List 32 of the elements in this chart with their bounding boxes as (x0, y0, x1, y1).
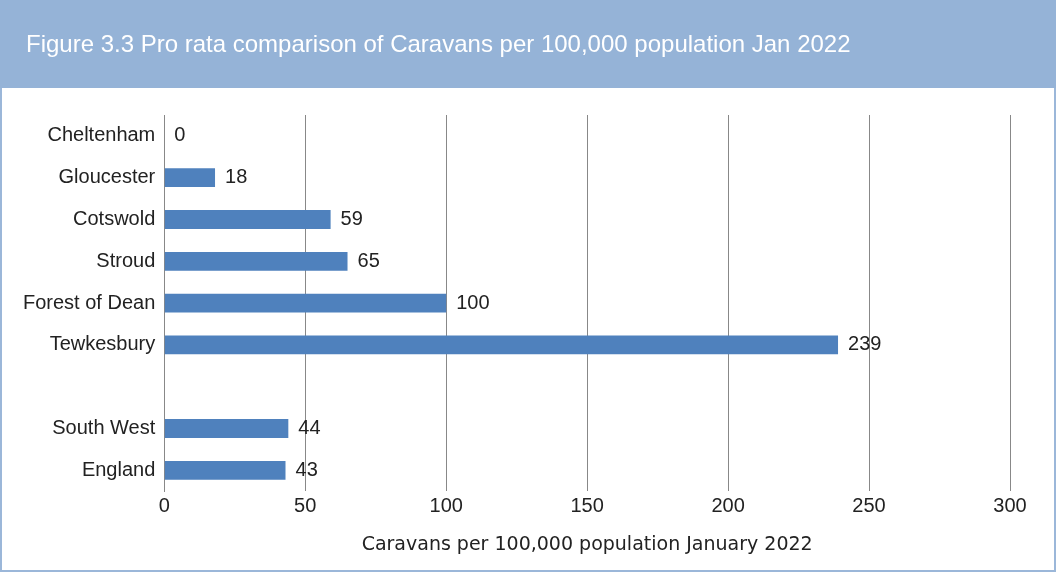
data-label: 65 (357, 248, 380, 271)
bar (164, 460, 286, 480)
data-label: 43 (295, 457, 318, 480)
y-tick-label: Cotswold (73, 207, 156, 230)
x-tick-label: 50 (294, 493, 317, 516)
x-tick-label: 300 (993, 493, 1027, 516)
bar (164, 419, 289, 438)
y-tick-label: Cheltenham (47, 123, 156, 146)
data-label: 239 (848, 332, 882, 355)
chart-title: Figure 3.3 Pro rata comparison of Caravans per 100,000 population Jan 2022 (0, 0, 1056, 88)
data-label: 44 (298, 416, 321, 439)
y-tick-label: Forest of Dean (22, 290, 156, 313)
bar (164, 335, 839, 355)
y-tick-label: England (81, 457, 156, 480)
x-tick-label: 100 (429, 493, 463, 516)
y-tick-label: South West (52, 416, 156, 439)
x-tick-label: 0 (158, 493, 170, 516)
data-label: 18 (225, 165, 248, 188)
x-tick-label: 250 (852, 493, 886, 516)
data-label: 59 (340, 207, 363, 230)
x-axis-title: Caravans per 100,000 population January 2022 (361, 531, 813, 554)
bar (164, 210, 331, 229)
bar (164, 293, 447, 313)
y-tick-label: Stroud (96, 248, 156, 271)
x-tick-label: 150 (570, 493, 604, 516)
x-tick-label: 200 (711, 493, 745, 516)
y-tick-label: Tewkesbury (49, 332, 156, 355)
bar (164, 251, 348, 271)
y-tick-label: Gloucester (58, 165, 156, 188)
data-label: 100 (456, 290, 490, 313)
data-label: 0 (174, 123, 186, 146)
bar (164, 168, 216, 188)
